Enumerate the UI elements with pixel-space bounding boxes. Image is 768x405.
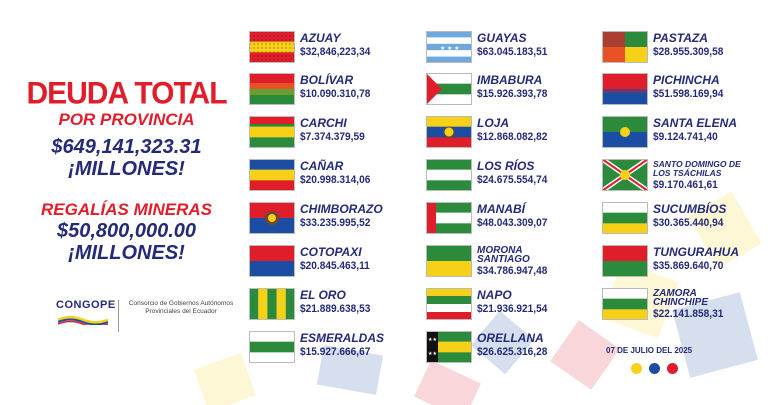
province-amount: $63.045.183,51 bbox=[477, 46, 548, 58]
province-amount: $21.889.638,53 bbox=[300, 303, 371, 315]
province-amount: $51.598.169,94 bbox=[653, 88, 724, 100]
province-name: IMBABURA bbox=[477, 73, 543, 87]
province-amount: $10.090.310,78 bbox=[300, 88, 371, 100]
province-name: ZAMORA CHINCHIPE bbox=[653, 288, 709, 308]
province-name: LOS RÍOS bbox=[477, 159, 535, 173]
province-flag-icon bbox=[249, 245, 295, 277]
total-unit: ¡MILLONES! bbox=[68, 158, 185, 180]
province-amount: $12.868.082,82 bbox=[477, 131, 548, 143]
province-flag-icon: ★ ★ ★ bbox=[426, 31, 472, 63]
province-flag-icon bbox=[602, 159, 648, 191]
province-flag-icon bbox=[426, 73, 472, 105]
congope-logo: CONGOPE Consorcio de Gobiernos Autónomos… bbox=[56, 297, 236, 337]
province-flag-icon bbox=[426, 159, 472, 191]
province-flag-icon bbox=[426, 245, 472, 277]
blue-dot-icon bbox=[649, 363, 660, 374]
province-amount: $15.926.393,78 bbox=[477, 88, 548, 100]
province-amount: $33.235.995,52 bbox=[300, 217, 371, 229]
province-amount: $30.365.440,94 bbox=[653, 217, 724, 229]
royalties-amount: $50,800,000.00 bbox=[56, 220, 197, 242]
logo-description: Consorcio de Gobiernos Autónomos Provinc… bbox=[128, 300, 234, 315]
province-name: GUAYAS bbox=[477, 31, 527, 45]
province-flag-icon bbox=[602, 288, 648, 320]
province-amount: $34.786.947,48 bbox=[477, 265, 548, 277]
date-label: 07 DE JULIO DEL 2025 bbox=[606, 346, 693, 355]
province-amount: $9.170.461,61 bbox=[653, 179, 718, 191]
province-amount: $21.936.921,54 bbox=[477, 303, 548, 315]
province-name: SANTA ELENA bbox=[653, 116, 737, 130]
province-amount: $24.675.554,74 bbox=[477, 174, 548, 186]
province-name: BOLÍVAR bbox=[300, 73, 354, 87]
province-flag-icon bbox=[426, 116, 472, 148]
province-name: PICHINCHA bbox=[653, 73, 720, 87]
province-name: MORONA SANTIAGO bbox=[477, 245, 530, 265]
subtitle: POR PROVINCIA bbox=[58, 110, 195, 129]
royalties-label: REGALÍAS MINERAS bbox=[41, 200, 212, 219]
province-amount: $32,846,223,34 bbox=[300, 46, 371, 58]
province-flag-icon bbox=[249, 288, 295, 320]
province-amount: $28.955.309,58 bbox=[653, 46, 724, 58]
province-name: SUCUMBÍOS bbox=[653, 202, 727, 216]
summary-panel: DEUDA TOTAL POR PROVINCIA $649,141,323.3… bbox=[14, 76, 239, 264]
province-flag-icon bbox=[249, 31, 295, 63]
province-name: NAPO bbox=[477, 288, 512, 302]
province-amount: $20.998.314,06 bbox=[300, 174, 371, 186]
province-name: TUNGURAHUA bbox=[653, 245, 739, 259]
province-name: AZUAY bbox=[300, 31, 341, 45]
province-flag-icon bbox=[249, 73, 295, 105]
red-dot-icon bbox=[667, 363, 678, 374]
province-flag-icon bbox=[249, 159, 295, 191]
province-flag-icon bbox=[249, 331, 295, 363]
logo-brand: CONGOPE bbox=[56, 299, 116, 311]
province-flag-icon bbox=[602, 116, 648, 148]
title: DEUDA TOTAL bbox=[26, 76, 227, 111]
province-flag-icon bbox=[602, 245, 648, 277]
province-amount: $35.869.640,70 bbox=[653, 260, 724, 272]
province-amount: $9.124.741,40 bbox=[653, 131, 718, 143]
svg-text:★★: ★★ bbox=[428, 337, 437, 343]
yellow-dot-icon bbox=[631, 363, 642, 374]
province-amount: $20.845.463,11 bbox=[300, 260, 370, 272]
province-amount: $26.625.316,28 bbox=[477, 346, 548, 358]
province-name: CHIMBORAZO bbox=[300, 202, 383, 216]
svg-text:★ ★ ★: ★ ★ ★ bbox=[440, 45, 459, 52]
total-amount: $649,141,323.31 bbox=[51, 136, 202, 158]
province-flag-icon bbox=[602, 31, 648, 63]
province-name: COTOPAXI bbox=[300, 245, 362, 259]
province-name: ESMERALDAS bbox=[300, 331, 385, 345]
province-amount: $7.374.379,59 bbox=[300, 131, 365, 143]
province-flag-icon bbox=[249, 202, 295, 234]
province-name: LOJA bbox=[477, 116, 510, 130]
province-flag-icon: ★★ ★★ bbox=[426, 331, 472, 363]
province-amount: $22.141.858,31 bbox=[653, 308, 724, 320]
province-name: ORELLANA bbox=[477, 331, 544, 345]
logo-wave-icon bbox=[58, 316, 108, 325]
province-amount: $15.927.666,67 bbox=[300, 346, 371, 358]
svg-text:★★: ★★ bbox=[428, 351, 437, 357]
logo-divider bbox=[118, 300, 119, 332]
province-name: CAÑAR bbox=[300, 159, 344, 173]
province-amount: $48.043.309,07 bbox=[477, 217, 548, 229]
royalties-unit: ¡MILLONES! bbox=[68, 242, 185, 264]
province-name: CARCHI bbox=[300, 116, 347, 130]
province-flag-icon bbox=[426, 288, 472, 320]
province-flag-icon bbox=[602, 73, 648, 105]
province-flag-icon bbox=[426, 202, 472, 234]
province-name: SANTO DOMINGO DE LOS TSÁCHILAS bbox=[653, 159, 741, 178]
province-flag-icon bbox=[249, 116, 295, 148]
province-flag-icon bbox=[602, 202, 648, 234]
province-name: MANABÍ bbox=[477, 202, 525, 216]
province-name: PASTAZA bbox=[653, 31, 708, 45]
province-name: EL ORO bbox=[300, 288, 346, 302]
